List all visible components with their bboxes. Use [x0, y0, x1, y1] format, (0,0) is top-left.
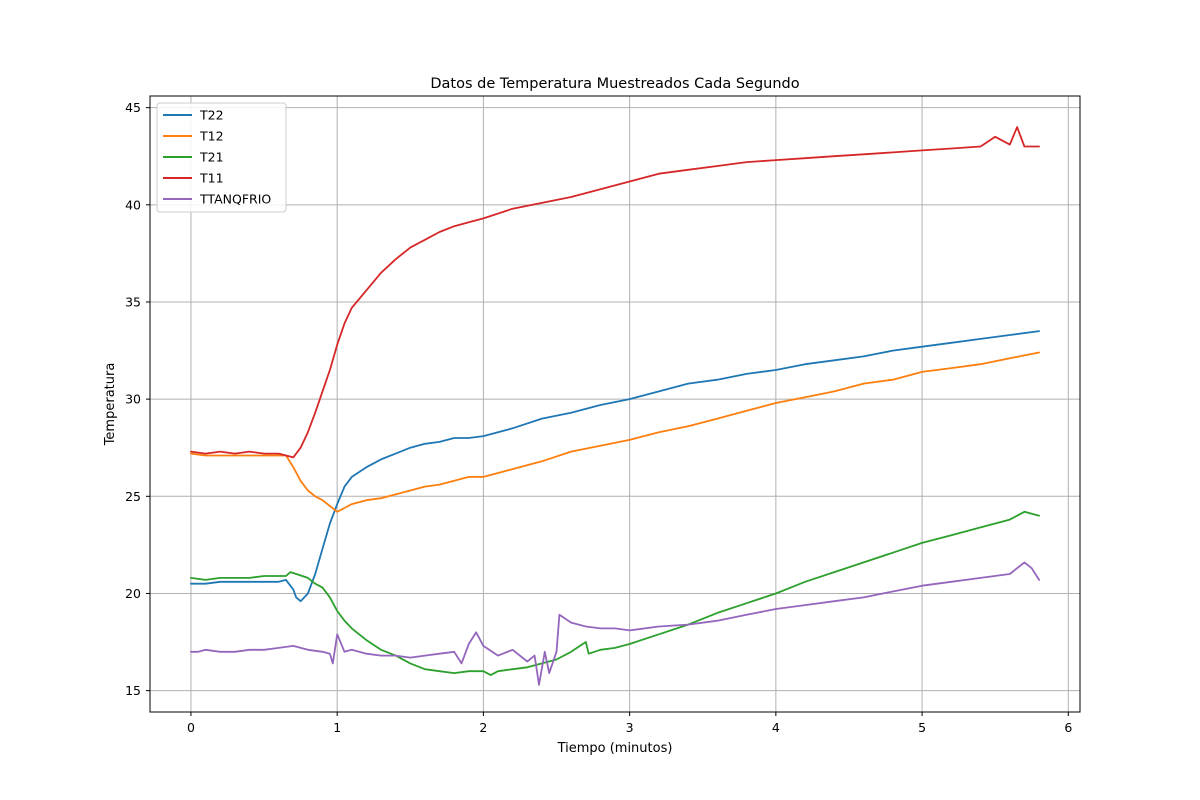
series-line-t21	[190, 510, 1040, 676]
series-lines	[190, 126, 1040, 686]
series-line-t11	[190, 126, 1040, 459]
legend: T22 T12 T21 T11 TTANQFRIO	[156, 102, 287, 213]
x-tick-label: 1	[333, 720, 341, 735]
x-tick-label: 4	[772, 720, 780, 735]
y-axis-label: Temperatura	[103, 363, 118, 447]
x-tick-label: 0	[187, 720, 195, 735]
y-tick-label: 15	[125, 683, 141, 698]
legend-box	[156, 102, 287, 213]
y-tick-label: 20	[125, 586, 141, 601]
series-line-t22	[190, 330, 1040, 603]
legend-label-t11: T11	[199, 171, 224, 186]
y-tick-label: 45	[125, 100, 141, 115]
legend-label-t12: T12	[199, 129, 224, 144]
x-tick-label: 5	[918, 720, 926, 735]
x-tick-label: 6	[1064, 720, 1072, 735]
grid-lines	[150, 96, 1080, 712]
y-tick-label: 30	[125, 392, 141, 407]
chart-title: Datos de Temperatura Muestreados Cada Se…	[430, 76, 799, 92]
y-tick-label: 25	[125, 489, 141, 504]
x-tick-label: 2	[479, 720, 487, 735]
series-line-ttanqfrio	[190, 561, 1040, 686]
x-tick-label: 3	[626, 720, 634, 735]
legend-label-t22: T22	[199, 108, 224, 123]
y-tick-label: 35	[125, 294, 141, 309]
plot-area-frame	[149, 95, 1081, 713]
legend-label-ttanqfrio: TTANQFRIO	[199, 192, 271, 207]
legend-label-t21: T21	[199, 150, 224, 165]
series-line-t12	[190, 351, 1040, 513]
y-tick-label: 40	[125, 197, 141, 212]
x-axis-label: Tiempo (minutos)	[557, 741, 673, 756]
